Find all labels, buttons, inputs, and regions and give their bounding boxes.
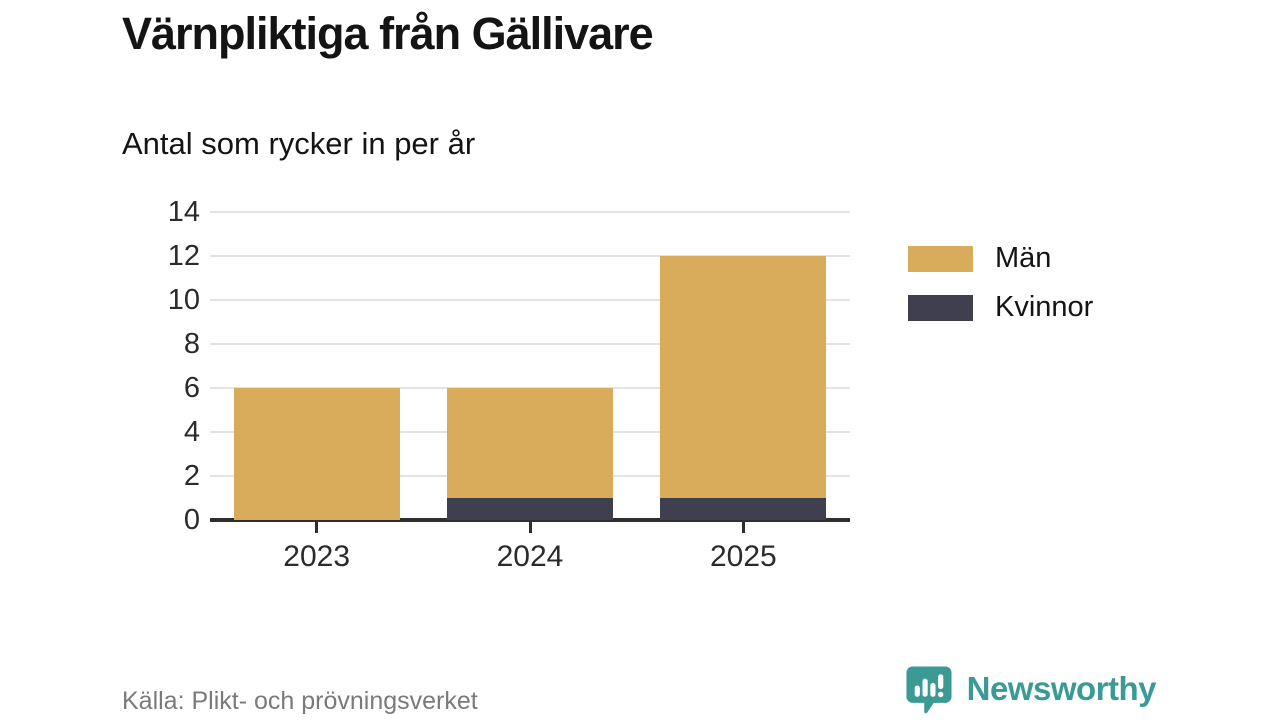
y-tick-label: 10 bbox=[167, 284, 200, 316]
y-tick-label: 8 bbox=[183, 328, 200, 360]
gridline bbox=[210, 211, 850, 213]
bar-segment-män bbox=[447, 388, 613, 498]
x-tick-label: 2024 bbox=[496, 540, 564, 573]
bar-segment-kvinnor bbox=[447, 498, 613, 520]
newsworthy-bubble-chart-icon bbox=[906, 666, 952, 714]
y-tick-label: 2 bbox=[183, 460, 200, 492]
y-tick-label: 4 bbox=[183, 416, 200, 448]
bar-segment-kvinnor bbox=[660, 498, 827, 520]
y-tick-label: 12 bbox=[167, 240, 200, 272]
y-tick-label: 14 bbox=[167, 196, 200, 228]
legend-label: Män bbox=[995, 242, 1052, 274]
brand-name: Newsworthy bbox=[966, 670, 1157, 707]
x-tick bbox=[528, 522, 532, 533]
legend-label: Kvinnor bbox=[995, 291, 1094, 323]
x-tick bbox=[741, 522, 745, 533]
legend: Män Kvinnor bbox=[908, 244, 1093, 342]
chart-subtitle: Antal som rycker in per år bbox=[122, 126, 476, 161]
y-tick-label: 6 bbox=[183, 372, 200, 404]
gridline bbox=[210, 255, 850, 257]
x-axis-line bbox=[210, 518, 850, 522]
legend-swatch bbox=[908, 294, 973, 321]
chart-title: Värnpliktiga från Gällivare bbox=[122, 8, 654, 59]
legend-swatch bbox=[908, 245, 973, 272]
y-tick-label: 0 bbox=[183, 504, 200, 536]
bar-segment-män bbox=[660, 256, 827, 498]
gridline bbox=[210, 299, 850, 301]
plot-area: 2023 2024 2025 bbox=[210, 211, 850, 573]
y-axis: 0 2 4 6 8 10 12 14 bbox=[95, 196, 200, 536]
x-tick-label: 2023 bbox=[283, 540, 351, 573]
x-tick-label: 2025 bbox=[709, 540, 777, 573]
bar-segment-män bbox=[233, 388, 400, 520]
source-note: Källa: Plikt- och prövningsverket bbox=[122, 687, 478, 715]
x-tick bbox=[315, 522, 319, 533]
gridline bbox=[210, 343, 850, 345]
legend-item: Kvinnor bbox=[908, 293, 1093, 322]
legend-item: Män bbox=[908, 244, 1093, 273]
newsworthy-logo: Newsworthy bbox=[903, 663, 1157, 715]
